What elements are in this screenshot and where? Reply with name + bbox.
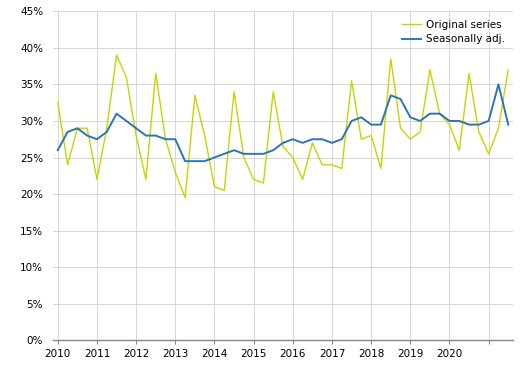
Seasonally adj.	[270, 148, 276, 152]
Seasonally adj.	[446, 119, 453, 123]
Seasonally adj.	[427, 112, 433, 116]
Seasonally adj.	[319, 137, 325, 141]
Seasonally adj.	[299, 141, 306, 145]
Original series	[417, 130, 423, 134]
Original series	[113, 53, 120, 57]
Original series	[309, 141, 316, 145]
Seasonally adj.	[476, 122, 482, 127]
Original series	[191, 93, 198, 98]
Original series	[152, 71, 159, 76]
Seasonally adj.	[378, 122, 384, 127]
Original series	[94, 177, 100, 182]
Original series	[280, 144, 286, 149]
Original series	[456, 148, 462, 152]
Seasonally adj.	[349, 119, 355, 123]
Original series	[270, 90, 276, 94]
Original series	[495, 126, 501, 130]
Seasonally adj.	[104, 130, 110, 134]
Seasonally adj.	[202, 159, 208, 163]
Original series	[486, 152, 492, 156]
Seasonally adj.	[123, 119, 130, 123]
Original series	[407, 137, 414, 141]
Seasonally adj.	[84, 133, 90, 138]
Seasonally adj.	[495, 82, 501, 87]
Original series	[427, 68, 433, 72]
Original series	[505, 68, 512, 72]
Original series	[339, 166, 345, 171]
Seasonally adj.	[368, 122, 375, 127]
Seasonally adj.	[191, 159, 198, 163]
Original series	[378, 166, 384, 171]
Seasonally adj.	[456, 119, 462, 123]
Original series	[260, 181, 267, 185]
Original series	[211, 184, 217, 189]
Original series	[466, 71, 472, 76]
Original series	[221, 188, 227, 193]
Original series	[436, 112, 443, 116]
Seasonally adj.	[339, 137, 345, 141]
Seasonally adj.	[94, 137, 100, 141]
Original series	[172, 170, 178, 174]
Seasonally adj.	[231, 148, 237, 152]
Seasonally adj.	[162, 137, 169, 141]
Seasonally adj.	[143, 133, 149, 138]
Line: Original series: Original series	[58, 55, 508, 198]
Original series	[368, 133, 375, 138]
Seasonally adj.	[417, 119, 423, 123]
Seasonally adj.	[436, 112, 443, 116]
Original series	[250, 177, 257, 182]
Original series	[65, 163, 71, 167]
Seasonally adj.	[221, 152, 227, 156]
Original series	[143, 177, 149, 182]
Seasonally adj.	[241, 152, 247, 156]
Line: Seasonally adj.: Seasonally adj.	[58, 84, 508, 161]
Original series	[476, 130, 482, 134]
Seasonally adj.	[358, 115, 364, 119]
Original series	[104, 126, 110, 130]
Original series	[74, 126, 80, 130]
Seasonally adj.	[309, 137, 316, 141]
Original series	[202, 133, 208, 138]
Original series	[162, 137, 169, 141]
Original series	[290, 155, 296, 160]
Seasonally adj.	[407, 115, 414, 119]
Seasonally adj.	[211, 155, 217, 160]
Legend: Original series, Seasonally adj.: Original series, Seasonally adj.	[399, 17, 508, 47]
Seasonally adj.	[133, 126, 139, 130]
Original series	[446, 122, 453, 127]
Original series	[319, 163, 325, 167]
Seasonally adj.	[329, 141, 335, 145]
Original series	[84, 126, 90, 130]
Original series	[349, 79, 355, 83]
Original series	[329, 163, 335, 167]
Original series	[133, 133, 139, 138]
Seasonally adj.	[486, 119, 492, 123]
Original series	[123, 75, 130, 79]
Seasonally adj.	[65, 130, 71, 134]
Original series	[397, 126, 404, 130]
Original series	[388, 57, 394, 61]
Original series	[299, 177, 306, 182]
Seasonally adj.	[397, 97, 404, 101]
Original series	[182, 195, 188, 200]
Seasonally adj.	[280, 141, 286, 145]
Seasonally adj.	[260, 152, 267, 156]
Original series	[241, 155, 247, 160]
Seasonally adj.	[152, 133, 159, 138]
Original series	[231, 90, 237, 94]
Seasonally adj.	[388, 93, 394, 98]
Seasonally adj.	[505, 122, 512, 127]
Seasonally adj.	[54, 148, 61, 152]
Seasonally adj.	[290, 137, 296, 141]
Original series	[54, 101, 61, 105]
Original series	[358, 137, 364, 141]
Seasonally adj.	[113, 112, 120, 116]
Seasonally adj.	[250, 152, 257, 156]
Seasonally adj.	[466, 122, 472, 127]
Seasonally adj.	[74, 126, 80, 130]
Seasonally adj.	[182, 159, 188, 163]
Seasonally adj.	[172, 137, 178, 141]
